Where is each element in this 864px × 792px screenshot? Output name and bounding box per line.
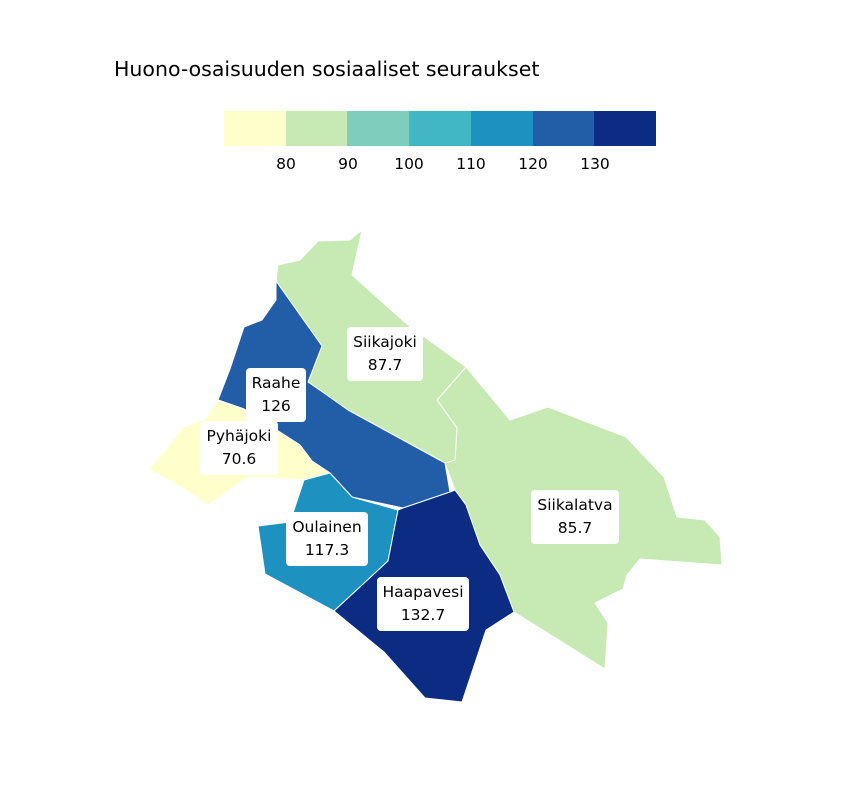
legend-tick-label: 80 xyxy=(276,155,296,173)
region-value: 87.7 xyxy=(367,356,403,374)
legend-swatch xyxy=(594,111,657,146)
map-title: Huono-osaisuuden sosiaaliset seuraukset xyxy=(114,57,540,81)
legend-swatch xyxy=(285,111,348,146)
legend-tick-label: 90 xyxy=(338,155,358,173)
legend-tick-label: 120 xyxy=(518,155,548,173)
region-value: 85.7 xyxy=(557,519,593,537)
legend-tick-label: 130 xyxy=(580,155,610,173)
color-legend xyxy=(224,111,657,146)
legend-swatch xyxy=(470,111,533,146)
region-value: 117.3 xyxy=(304,541,350,559)
legend-tick-label: 100 xyxy=(394,155,424,173)
legend-swatch xyxy=(532,111,595,146)
region-label-pyhajoki: Pyhäjoki 70.6 xyxy=(200,421,278,475)
region-label-siikajoki: Siikajoki 87.7 xyxy=(347,327,423,381)
region-name: Siikajoki xyxy=(353,333,417,351)
region-name: Pyhäjoki xyxy=(206,427,272,445)
region-value: 126 xyxy=(261,397,291,415)
region-label-siikalatva: Siikalatva 85.7 xyxy=(531,490,619,544)
legend-swatch xyxy=(347,111,410,146)
region-label-raahe: Raahe 126 xyxy=(246,368,306,422)
region-name: Haapavesi xyxy=(382,583,464,601)
region-value: 70.6 xyxy=(221,450,257,468)
legend-swatch xyxy=(224,111,286,146)
legend-swatch xyxy=(409,111,471,146)
region-label-oulainen: Oulainen 117.3 xyxy=(286,512,368,566)
region-name: Oulainen xyxy=(292,518,362,536)
region-name: Raahe xyxy=(251,374,301,392)
region-label-haapavesi: Haapavesi 132.7 xyxy=(377,577,469,631)
region-value: 132.7 xyxy=(400,606,446,624)
legend-tick-label: 110 xyxy=(456,155,486,173)
region-name: Siikalatva xyxy=(537,496,613,514)
